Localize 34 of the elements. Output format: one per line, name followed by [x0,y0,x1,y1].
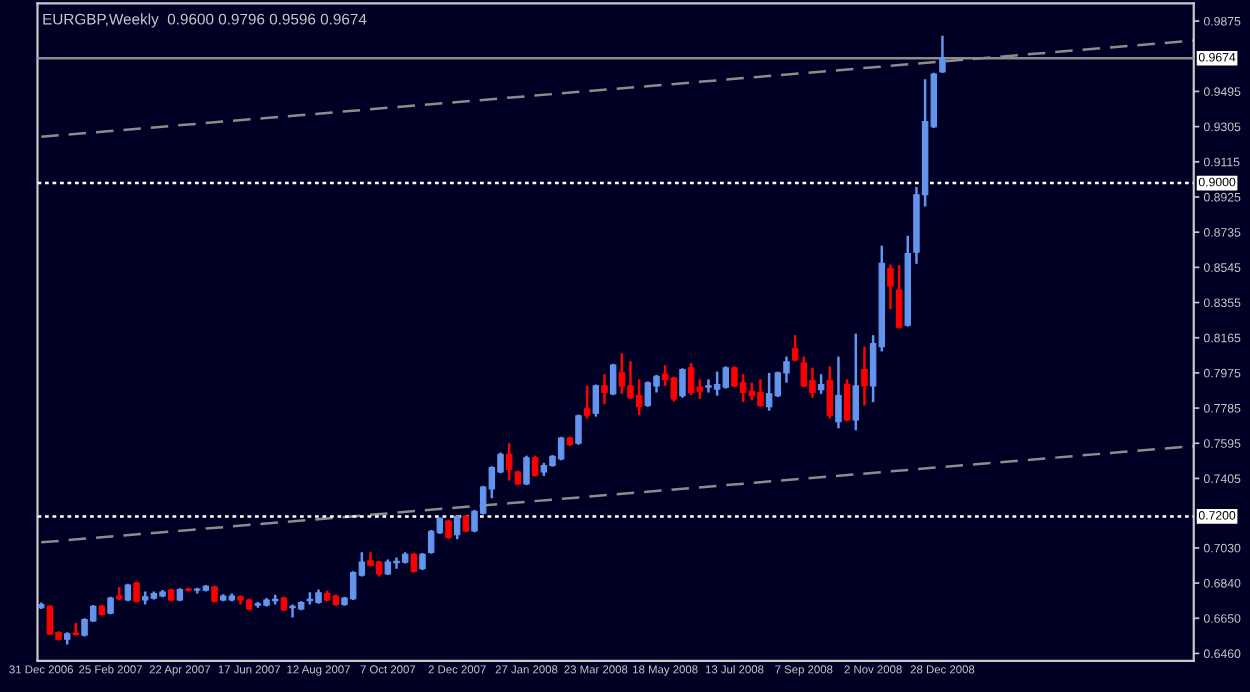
candlestick [523,454,530,487]
candlestick [349,569,357,602]
candlestick [722,365,730,390]
candlestick [679,367,686,399]
candlestick [531,454,539,478]
candlestick [601,372,608,406]
candlestick [453,513,461,541]
candlestick [939,34,946,74]
candlestick [843,378,851,423]
candlestick [505,442,513,482]
candlestick [861,345,868,407]
candlestick [46,604,54,637]
candlestick [817,372,825,396]
candlestick [609,362,617,397]
candlestick [635,378,643,417]
candlestick [618,352,626,396]
candlestick [713,370,721,397]
candlestick [410,551,418,574]
candlestick [887,263,894,311]
candlestick [765,371,773,412]
candlestick [791,333,799,363]
candlestick [826,365,834,420]
candlestick [852,332,860,432]
candlestick [670,375,678,403]
candlestick [739,372,747,404]
candlestick [800,355,808,389]
candlestick [895,263,903,330]
candlestick [592,383,600,418]
candlestick [583,384,591,420]
candlestick [705,378,712,394]
candlestick [575,413,582,446]
candlestick [644,380,652,409]
candlestick [687,361,695,397]
candlestick [835,355,842,430]
